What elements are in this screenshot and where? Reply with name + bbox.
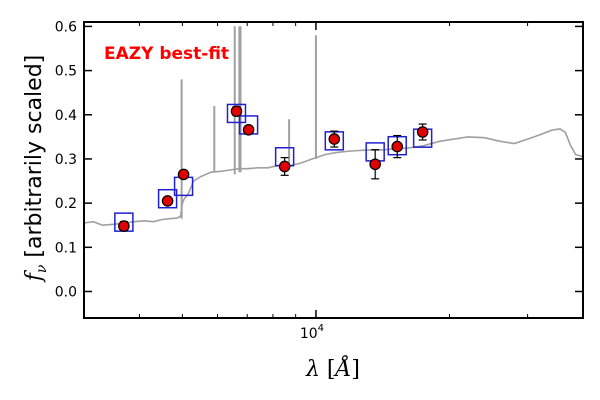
observed-point: [328, 133, 341, 145]
observed-point: [177, 168, 190, 181]
y-tick-label: 0.0: [55, 284, 77, 300]
observed-point: [391, 140, 404, 153]
y-tick-label: 0.6: [55, 19, 77, 35]
observed-point: [161, 195, 174, 207]
model-box: [157, 188, 178, 209]
annotation-label: EAZY best-fit: [104, 44, 229, 64]
y-axis-label: fν [arbitrarily scaled]: [22, 55, 50, 284]
y-tick-label: 0.1: [55, 240, 77, 256]
observed-point: [369, 158, 381, 171]
y-tick-label: 0.4: [55, 108, 77, 124]
y-tick-label: 0.2: [55, 196, 77, 212]
observed-point: [242, 123, 255, 136]
plot-frame: [83, 21, 584, 319]
y-tick-label: 0.3: [55, 152, 77, 168]
axis-ticks: 0.0 0.1 0.2 0.3 0.4 0.5 0.6 104: [55, 19, 584, 342]
y-tick-label: 0.5: [55, 64, 77, 80]
x-tick-label: 104: [300, 323, 324, 342]
observed-point: [230, 105, 243, 118]
model-box: [226, 103, 247, 124]
plot-area: [84, 26, 583, 232]
observed-point: [278, 160, 291, 173]
x-axis-label: λ [Å]: [305, 354, 360, 382]
observed-point: [416, 126, 429, 138]
observed-point: [118, 220, 130, 232]
